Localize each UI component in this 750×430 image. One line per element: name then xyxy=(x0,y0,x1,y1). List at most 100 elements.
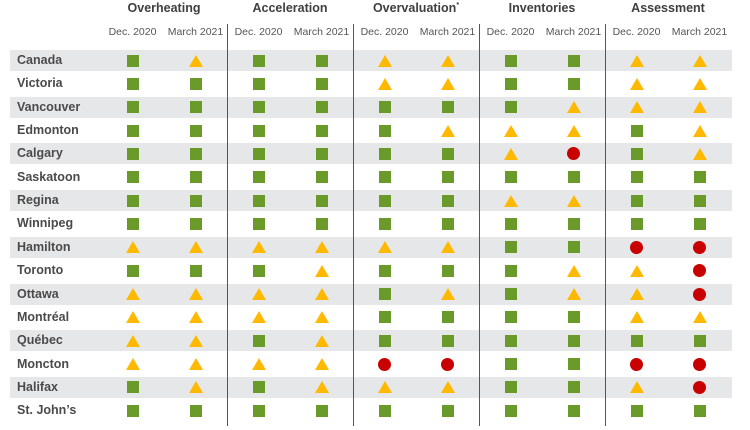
indicator-cell xyxy=(416,284,479,305)
yellow-triangle-icon xyxy=(566,288,581,300)
indicator-cell xyxy=(164,50,227,71)
indicator-cell xyxy=(164,190,227,211)
indicator-cell xyxy=(479,73,542,94)
green-square-icon xyxy=(441,264,454,277)
green-square-icon xyxy=(441,147,454,160)
green-square-icon xyxy=(378,124,391,137)
green-square-icon xyxy=(252,77,265,90)
indicator-cell xyxy=(605,73,668,94)
indicator-cell xyxy=(353,50,416,71)
red-circle-icon xyxy=(630,357,643,371)
group-title: Acceleration xyxy=(227,1,353,15)
group-title-text: Overheating xyxy=(127,1,201,15)
indicator-cell xyxy=(605,354,668,375)
indicator-cell xyxy=(101,120,164,141)
city-label: Halifax xyxy=(17,379,58,394)
indicator-cell xyxy=(668,377,731,398)
yellow-triangle-icon xyxy=(125,241,140,254)
indicator-cell xyxy=(542,260,605,281)
green-square-icon xyxy=(252,404,265,417)
red-circle-icon xyxy=(693,287,706,301)
indicator-cell xyxy=(227,97,290,118)
indicator-cell xyxy=(164,97,227,118)
green-square-icon xyxy=(315,404,328,417)
green-square-icon xyxy=(630,147,643,160)
green-square-icon xyxy=(252,171,265,184)
indicator-cell xyxy=(101,213,164,234)
indicator-cell xyxy=(542,377,605,398)
column-divider xyxy=(479,24,480,426)
green-square-icon xyxy=(441,101,454,114)
green-square-icon xyxy=(630,171,643,184)
green-square-icon xyxy=(504,288,517,300)
indicator-cell xyxy=(668,190,731,211)
indicator-cell xyxy=(542,307,605,328)
green-square-icon xyxy=(441,404,454,417)
green-square-icon xyxy=(378,101,391,114)
green-square-icon xyxy=(378,311,391,324)
green-square-icon xyxy=(189,194,202,207)
indicator-cell xyxy=(416,213,479,234)
indicator-cell xyxy=(227,190,290,211)
indicator-cell xyxy=(290,400,353,421)
indicator-cell xyxy=(605,213,668,234)
indicator-cell xyxy=(227,237,290,258)
indicator-cell xyxy=(164,284,227,305)
period-header: March 2021 xyxy=(671,26,728,38)
indicator-cell xyxy=(164,237,227,258)
green-square-icon xyxy=(567,404,580,417)
red-circle-icon xyxy=(630,240,643,254)
green-square-icon xyxy=(315,171,328,184)
yellow-triangle-icon xyxy=(188,54,203,67)
indicator-cell xyxy=(227,400,290,421)
green-square-icon xyxy=(567,171,580,184)
green-square-icon xyxy=(252,264,265,277)
indicator-cell xyxy=(542,73,605,94)
yellow-triangle-icon xyxy=(314,381,329,394)
table-row: Winnipeg xyxy=(10,213,732,234)
yellow-triangle-icon xyxy=(251,241,266,254)
yellow-triangle-icon xyxy=(692,77,707,90)
yellow-triangle-icon xyxy=(314,241,329,254)
indicator-cell xyxy=(542,354,605,375)
city-label: St. John’s xyxy=(17,403,77,418)
city-label: Montréal xyxy=(17,309,70,324)
indicator-cell xyxy=(227,284,290,305)
yellow-triangle-icon xyxy=(314,311,329,324)
table-row: Québec xyxy=(10,330,732,352)
indicator-cell xyxy=(164,120,227,141)
green-square-icon xyxy=(252,124,265,137)
green-square-icon xyxy=(504,334,517,347)
indicator-cell xyxy=(479,120,542,141)
yellow-triangle-icon xyxy=(314,264,329,277)
indicator-cell xyxy=(290,143,353,164)
yellow-triangle-icon xyxy=(692,54,707,67)
green-square-icon xyxy=(504,217,517,230)
indicator-cell xyxy=(479,50,542,71)
table-row: Montréal xyxy=(10,307,732,328)
green-square-icon xyxy=(630,124,643,137)
green-square-icon xyxy=(252,334,265,347)
indicator-cell xyxy=(668,143,731,164)
indicator-cell xyxy=(479,167,542,188)
indicator-cell xyxy=(290,213,353,234)
indicator-cell xyxy=(353,73,416,94)
green-square-icon xyxy=(252,381,265,394)
indicator-cell xyxy=(353,400,416,421)
green-square-icon xyxy=(315,101,328,114)
indicator-cell xyxy=(605,237,668,258)
table-row: Halifax xyxy=(10,376,732,398)
indicator-cell xyxy=(353,284,416,305)
indicator-cell xyxy=(605,50,668,71)
yellow-triangle-icon xyxy=(629,101,644,114)
indicator-cell xyxy=(290,284,353,305)
green-square-icon xyxy=(252,147,265,160)
red-circle-icon xyxy=(693,240,706,254)
indicator-cell xyxy=(416,120,479,141)
indicator-cell xyxy=(542,120,605,141)
indicator-cell xyxy=(227,260,290,281)
indicator-cell xyxy=(416,97,479,118)
indicator-cell xyxy=(290,330,353,351)
green-square-icon xyxy=(126,77,139,90)
indicator-cell xyxy=(290,73,353,94)
